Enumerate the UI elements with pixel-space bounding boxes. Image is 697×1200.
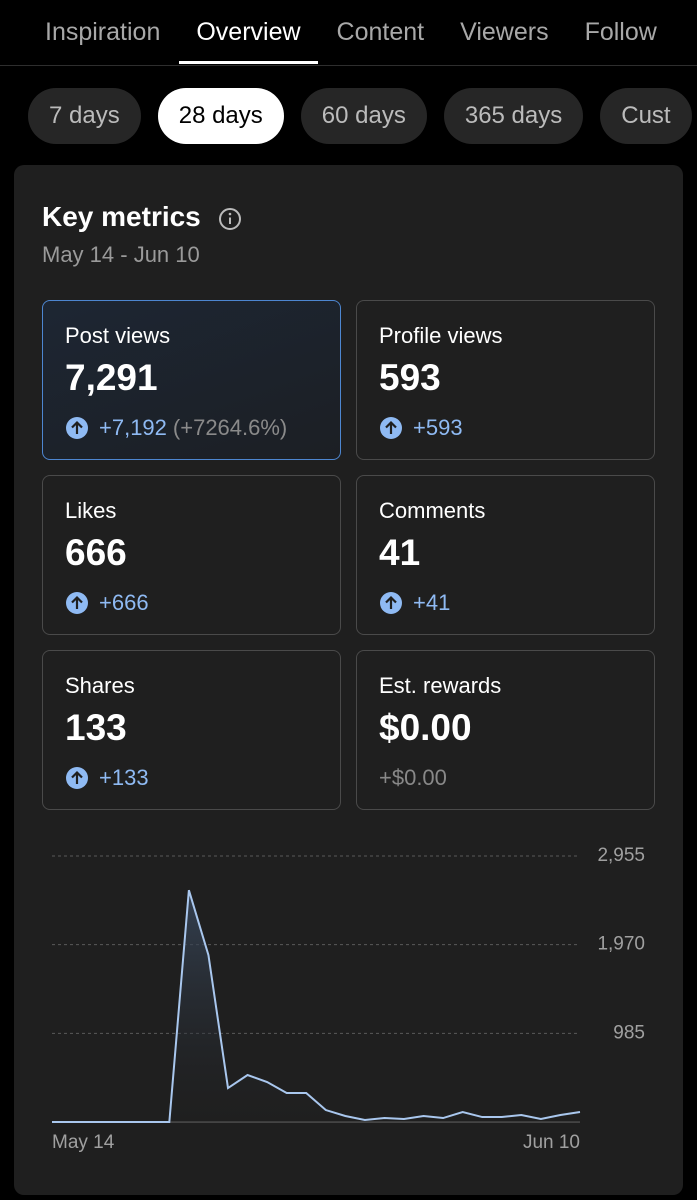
range-button[interactable]: 28 days	[157, 88, 284, 144]
change-value: +666	[99, 590, 149, 615]
metric-box[interactable]: Est. rewards $0.00 +$0.00	[356, 650, 655, 810]
metric-change: +7,192 (+7264.6%)	[65, 415, 287, 441]
change-value: +41	[413, 590, 451, 615]
up-arrow-icon	[66, 767, 88, 789]
up-arrow-icon	[380, 592, 402, 614]
metric-value: 7,291	[65, 357, 158, 398]
metric-value: 593	[379, 357, 441, 398]
change-value: +$0.00	[379, 765, 447, 790]
range-bar: 7 days 28 days 60 days 365 days Cust	[28, 88, 697, 144]
change-value: +133	[99, 765, 149, 790]
change-percent: (+7264.6%)	[172, 415, 288, 440]
change-value: +7,192	[99, 415, 167, 440]
change-value: +593	[413, 415, 463, 440]
metric-label: Comments	[379, 498, 486, 523]
info-icon[interactable]	[218, 207, 242, 231]
metric-box[interactable]: Post views 7,291 +7,192 (+7264.6%)	[42, 300, 341, 460]
x-tick-label: Jun 10	[523, 1132, 580, 1153]
x-tick-label: May 14	[52, 1132, 115, 1153]
area	[52, 890, 580, 1122]
y-tick-label: 2,955	[597, 845, 645, 866]
tab[interactable]: Inspiration	[45, 18, 161, 46]
metric-box[interactable]: Profile views 593 +593	[356, 300, 655, 460]
line	[52, 889, 581, 1123]
metric-change: +593	[379, 415, 463, 441]
metric-change: +$0.00	[379, 765, 447, 791]
metric-label: Profile views	[379, 323, 503, 348]
metric-value: 133	[65, 707, 127, 748]
metric-label: Est. rewards	[379, 673, 502, 698]
metrics-card: Key metrics May 14 - Jun 10 Post views 7,…	[14, 165, 683, 1195]
metric-box[interactable]: Likes 666 +666	[42, 475, 341, 635]
icon-arrow	[71, 420, 83, 434]
date-range: May 14 - Jun 10	[42, 242, 200, 267]
range-button[interactable]: Cust	[600, 88, 692, 144]
up-arrow-icon	[66, 417, 88, 439]
metric-change: +41	[379, 590, 450, 616]
range-button[interactable]: 365 days	[443, 88, 584, 144]
metric-label: Shares	[65, 673, 135, 698]
metric-box[interactable]: Comments 41 +41	[356, 475, 655, 635]
tab[interactable]: Viewers	[460, 18, 549, 46]
icon-arrow	[71, 595, 83, 609]
metric-change: +666	[65, 590, 149, 616]
y-tick-label: 1,970	[597, 934, 645, 955]
y-tick-label: 985	[613, 1022, 645, 1043]
metric-change: +133	[65, 765, 149, 791]
up-arrow-icon	[380, 417, 402, 439]
up-arrow-icon	[66, 592, 88, 614]
tab[interactable]: Content	[336, 18, 425, 46]
metric-label: Post views	[65, 323, 171, 348]
icon-arrow	[385, 595, 397, 609]
range-button[interactable]: 7 days	[28, 88, 141, 144]
metric-label: Likes	[65, 498, 117, 523]
metric-box[interactable]: Shares 133 +133	[42, 650, 341, 810]
metric-value: 41	[379, 532, 421, 573]
icon-arrow	[385, 420, 397, 434]
icon-arrow	[71, 770, 83, 784]
line-chart: 985 1,970 2,955 May 14 Jun 10	[52, 845, 645, 1153]
metric-value: $0.00	[379, 707, 472, 748]
tab[interactable]: Overview	[179, 0, 318, 64]
card-title: Key metrics	[42, 201, 201, 232]
metric-value: 666	[65, 532, 127, 573]
tab-bar: Inspiration Overview Content Viewers Follow	[0, 0, 697, 66]
tab[interactable]: Follow	[584, 18, 657, 46]
range-button[interactable]: 60 days	[300, 88, 427, 144]
